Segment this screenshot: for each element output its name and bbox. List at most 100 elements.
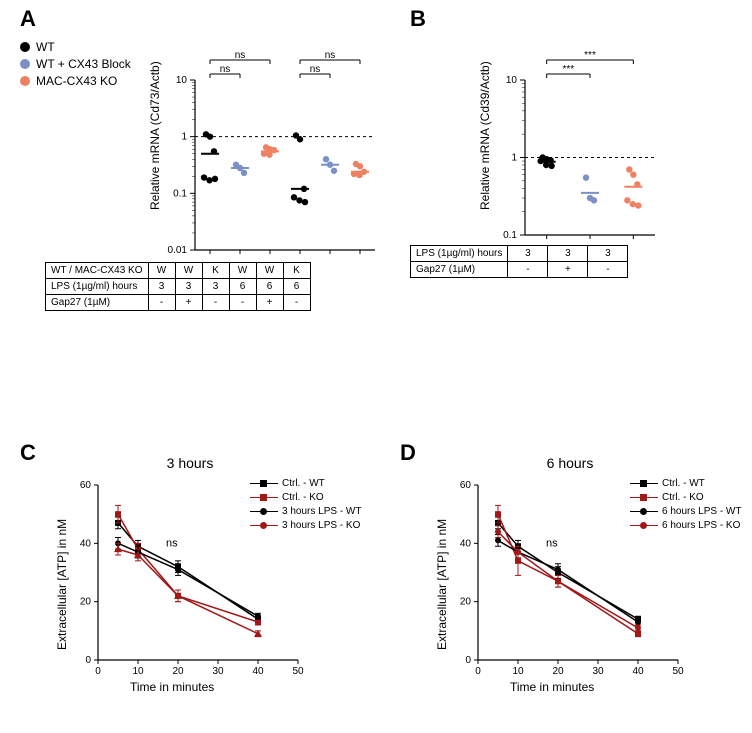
legend-marker-icon: [250, 479, 278, 489]
svg-text:0: 0: [95, 666, 101, 677]
table-cell: 3: [588, 246, 628, 262]
svg-text:60: 60: [460, 480, 472, 491]
svg-text:20: 20: [172, 666, 184, 677]
panel-b-chart: 0.1110******: [470, 40, 690, 240]
table-cell: +: [175, 295, 202, 311]
panel-c-ylabel: Extracellular [ATP] in nM: [55, 490, 69, 650]
panel-c-legend: Ctrl. - WT Ctrl. - KO 3 hours LPS - WT 3 ho…: [250, 478, 361, 534]
table-cell: 3: [508, 246, 548, 262]
table-row-header: Gap27 (1µM): [46, 295, 149, 311]
legend-label: 3 hours LPS - WT: [282, 506, 361, 517]
legend-label: Ctrl. - KO: [662, 492, 704, 503]
table-cell: -: [508, 262, 548, 278]
table-cell: -: [283, 295, 310, 311]
legend-item: Ctrl. - KO: [630, 492, 741, 503]
legend-marker-icon: [630, 493, 658, 503]
legend-label: MAC-CX43 KO: [36, 74, 117, 88]
table-cell: W: [148, 263, 175, 279]
svg-text:40: 40: [632, 666, 644, 677]
svg-text:0.1: 0.1: [173, 188, 187, 199]
panel-label-b: B: [410, 6, 426, 32]
table-cell: 6: [256, 279, 283, 295]
legend-item: 3 hours LPS - WT: [250, 506, 361, 517]
legend-item: MAC-CX43 KO: [20, 74, 131, 88]
svg-text:ns: ns: [235, 50, 246, 61]
panel-a-ylabel: Relative mRNA (Cd73/Actb): [148, 40, 162, 210]
legend-item: 3 hours LPS - KO: [250, 520, 361, 531]
svg-text:0: 0: [475, 666, 481, 677]
svg-text:30: 30: [212, 666, 224, 677]
panel-label-d: D: [400, 440, 416, 466]
panel-c-title: 3 hours: [130, 455, 250, 471]
panel-label-a: A: [20, 6, 36, 32]
svg-text:10: 10: [132, 666, 144, 677]
svg-text:10: 10: [512, 666, 524, 677]
svg-text:0: 0: [465, 655, 471, 666]
svg-text:ns: ns: [310, 64, 321, 75]
table-cell: -: [202, 295, 229, 311]
legend-label: WT: [36, 40, 55, 54]
legend-label: 6 hours LPS - KO: [662, 520, 740, 531]
table-cell: 3: [175, 279, 202, 295]
legend-label: Ctrl. - KO: [282, 492, 324, 503]
legend-item: Ctrl. - KO: [250, 492, 361, 503]
legend-item: WT: [20, 40, 131, 54]
svg-text:20: 20: [552, 666, 564, 677]
svg-text:50: 50: [292, 666, 304, 677]
svg-text:0.1: 0.1: [503, 230, 517, 240]
table-cell: 3: [148, 279, 175, 295]
svg-text:***: ***: [562, 64, 574, 75]
svg-text:40: 40: [80, 538, 92, 549]
legend-item: 6 hours LPS - KO: [630, 520, 741, 531]
panel-b-table: LPS (1µg/ml) hours333Gap27 (1µM)-+-: [410, 245, 628, 278]
table-cell: 3: [548, 246, 588, 262]
panel-label-c: C: [20, 440, 36, 466]
svg-text:***: ***: [584, 50, 596, 61]
table-cell: K: [202, 263, 229, 279]
legend-item: Ctrl. - WT: [630, 478, 741, 489]
legend-item: Ctrl. - WT: [250, 478, 361, 489]
svg-text:ns: ns: [220, 64, 231, 75]
panel-d-xlabel: Time in minutes: [510, 680, 594, 694]
svg-text:1: 1: [181, 132, 187, 143]
table-cell: 3: [202, 279, 229, 295]
table-cell: W: [175, 263, 202, 279]
table-cell: W: [229, 263, 256, 279]
legend-marker-icon: [250, 521, 278, 531]
table-cell: 6: [229, 279, 256, 295]
panel-d-ylabel: Extracellular [ATP] in nM: [435, 490, 449, 650]
svg-text:1: 1: [511, 153, 517, 164]
legend-marker-icon: [630, 479, 658, 489]
legend-item: WT + CX43 Block: [20, 57, 131, 71]
table-cell: -: [588, 262, 628, 278]
legend-label: 6 hours LPS - WT: [662, 506, 741, 517]
legend-top: WT WT + CX43 Block MAC-CX43 KO: [20, 40, 131, 91]
svg-text:20: 20: [80, 597, 92, 608]
svg-text:60: 60: [80, 480, 92, 491]
legend-label: WT + CX43 Block: [36, 57, 131, 71]
svg-text:40: 40: [460, 538, 472, 549]
legend-label: 3 hours LPS - KO: [282, 520, 360, 531]
legend-label: Ctrl. - WT: [282, 478, 325, 489]
table-cell: K: [283, 263, 310, 279]
table-cell: 6: [283, 279, 310, 295]
table-cell: W: [256, 263, 283, 279]
legend-item: 6 hours LPS - WT: [630, 506, 741, 517]
svg-text:ns: ns: [166, 537, 178, 549]
table-row-header: LPS (1µg/ml) hours: [411, 246, 508, 262]
table-cell: +: [256, 295, 283, 311]
panel-c-xlabel: Time in minutes: [130, 680, 214, 694]
svg-text:0.01: 0.01: [168, 245, 188, 256]
legend-dot-icon: [20, 59, 30, 69]
panel-a-table: WT / MAC-CX43 KOWWKWWKLPS (1µg/ml) hours…: [45, 262, 311, 311]
panel-d-legend: Ctrl. - WT Ctrl. - KO 6 hours LPS - WT 6 ho…: [630, 478, 741, 534]
table-cell: +: [548, 262, 588, 278]
legend-dot-icon: [20, 42, 30, 52]
panel-d-title: 6 hours: [510, 455, 630, 471]
legend-marker-icon: [630, 507, 658, 517]
panel-a-chart: 0.010.1110nsnsnsns: [140, 40, 390, 260]
table-row-header: Gap27 (1µM): [411, 262, 508, 278]
svg-text:50: 50: [672, 666, 684, 677]
svg-text:ns: ns: [546, 537, 558, 549]
svg-text:40: 40: [252, 666, 264, 677]
